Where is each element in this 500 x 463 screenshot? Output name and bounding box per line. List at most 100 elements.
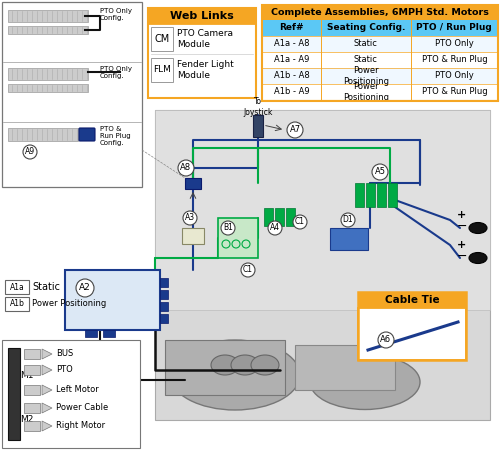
FancyBboxPatch shape [160, 290, 168, 299]
Text: A2: A2 [79, 283, 91, 293]
Circle shape [23, 145, 37, 159]
FancyBboxPatch shape [165, 340, 285, 395]
Ellipse shape [469, 252, 487, 263]
Ellipse shape [251, 355, 279, 375]
Ellipse shape [231, 355, 259, 375]
Circle shape [287, 122, 303, 138]
Text: Fender Light
Module: Fender Light Module [177, 60, 234, 80]
Text: A3: A3 [185, 213, 195, 223]
Text: A1a: A1a [10, 282, 24, 292]
Text: A4: A4 [270, 224, 280, 232]
FancyBboxPatch shape [148, 8, 256, 24]
FancyBboxPatch shape [24, 421, 40, 431]
FancyBboxPatch shape [160, 314, 168, 323]
FancyBboxPatch shape [262, 5, 498, 20]
Polygon shape [155, 110, 490, 310]
FancyBboxPatch shape [151, 58, 173, 82]
Circle shape [76, 279, 94, 297]
Text: A5: A5 [374, 168, 386, 176]
Text: PTO & Run Plug: PTO & Run Plug [422, 88, 487, 96]
FancyBboxPatch shape [358, 292, 466, 308]
Text: BUS: BUS [56, 350, 73, 358]
Ellipse shape [211, 355, 239, 375]
Text: M1: M1 [20, 370, 34, 380]
Text: Complete Assemblies, 6MPH Std. Motors: Complete Assemblies, 6MPH Std. Motors [271, 8, 489, 17]
Polygon shape [42, 385, 52, 395]
Text: To
Joystick: To Joystick [244, 97, 272, 117]
Text: Left Motor: Left Motor [56, 386, 99, 394]
FancyBboxPatch shape [24, 403, 40, 413]
Text: Seating Config.: Seating Config. [326, 24, 405, 32]
FancyBboxPatch shape [8, 128, 78, 141]
Text: Static: Static [354, 56, 378, 64]
FancyBboxPatch shape [5, 280, 29, 294]
Text: C1: C1 [243, 265, 253, 275]
Text: Power
Positioning: Power Positioning [343, 66, 389, 86]
Text: −: − [457, 220, 468, 233]
FancyBboxPatch shape [262, 68, 498, 84]
FancyBboxPatch shape [388, 183, 397, 207]
Text: PTO: PTO [56, 365, 73, 375]
FancyBboxPatch shape [262, 36, 498, 52]
Text: A1b: A1b [10, 300, 24, 308]
FancyBboxPatch shape [24, 385, 40, 395]
FancyBboxPatch shape [103, 330, 115, 337]
Text: PTO Camera
Module: PTO Camera Module [177, 29, 233, 49]
Text: −: − [457, 250, 468, 263]
Polygon shape [42, 349, 52, 359]
Text: PTO Only
Config.: PTO Only Config. [100, 8, 132, 21]
Circle shape [221, 221, 235, 235]
FancyBboxPatch shape [295, 345, 395, 390]
FancyBboxPatch shape [275, 208, 284, 226]
FancyBboxPatch shape [264, 208, 273, 226]
Text: PTO Only: PTO Only [435, 71, 474, 81]
Text: A6: A6 [380, 336, 392, 344]
Circle shape [378, 332, 394, 348]
FancyBboxPatch shape [286, 208, 295, 226]
Circle shape [293, 215, 307, 229]
Text: Right Motor: Right Motor [56, 421, 105, 431]
Text: M2: M2 [20, 415, 34, 425]
Text: A1a - A9: A1a - A9 [274, 56, 309, 64]
Text: +: + [457, 240, 466, 250]
FancyBboxPatch shape [262, 84, 498, 100]
FancyBboxPatch shape [151, 27, 173, 51]
Text: Power
Positioning: Power Positioning [343, 82, 389, 102]
FancyBboxPatch shape [253, 115, 263, 137]
Text: Cable Tie: Cable Tie [384, 295, 440, 305]
Text: PTO & Run Plug: PTO & Run Plug [422, 56, 487, 64]
FancyBboxPatch shape [85, 330, 97, 337]
Circle shape [268, 221, 282, 235]
FancyBboxPatch shape [262, 20, 498, 36]
Text: PTO Only: PTO Only [435, 39, 474, 49]
Circle shape [241, 263, 255, 277]
FancyBboxPatch shape [24, 365, 40, 375]
Text: B1: B1 [223, 224, 233, 232]
Text: Ref#: Ref# [279, 24, 304, 32]
Ellipse shape [469, 223, 487, 233]
Circle shape [178, 160, 194, 176]
Text: A8: A8 [180, 163, 192, 173]
Text: A9: A9 [25, 148, 35, 156]
FancyBboxPatch shape [5, 297, 29, 311]
Text: Static: Static [32, 282, 60, 292]
Polygon shape [42, 421, 52, 431]
FancyBboxPatch shape [377, 183, 386, 207]
FancyBboxPatch shape [262, 52, 498, 68]
FancyBboxPatch shape [160, 278, 168, 287]
Text: CM: CM [154, 34, 170, 44]
Text: A1a - A8: A1a - A8 [274, 39, 309, 49]
Text: Web Links: Web Links [170, 11, 234, 21]
FancyBboxPatch shape [218, 218, 258, 258]
Ellipse shape [170, 340, 300, 410]
FancyBboxPatch shape [355, 183, 364, 207]
Text: Static: Static [354, 39, 378, 49]
FancyBboxPatch shape [79, 128, 95, 141]
FancyBboxPatch shape [185, 178, 201, 189]
FancyBboxPatch shape [8, 10, 88, 22]
FancyBboxPatch shape [8, 26, 88, 34]
FancyBboxPatch shape [358, 308, 466, 360]
Polygon shape [42, 403, 52, 413]
Text: FLM: FLM [153, 65, 171, 75]
Text: PTO Only
Config.: PTO Only Config. [100, 66, 132, 79]
